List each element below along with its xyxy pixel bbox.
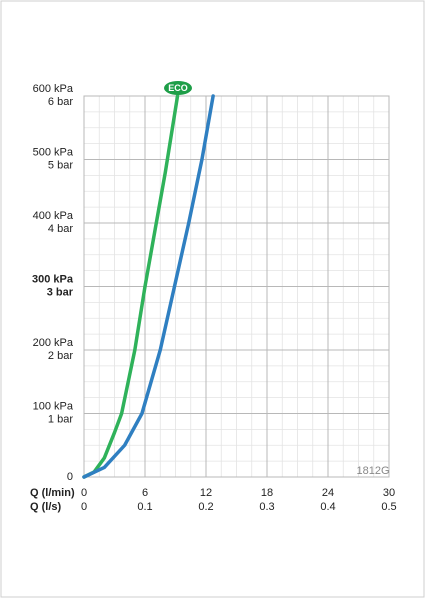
x2-tick-label: 0.4 [320,501,335,513]
curves [82,94,215,479]
y-tick-bar-label: 1 bar [48,413,73,425]
y-tick-label: 0 [67,471,73,483]
curve [82,94,215,479]
eco-badge [164,81,192,95]
code-label: 1812G [356,465,389,477]
x2-axis-label: Q (l/s) [30,501,62,513]
grid [83,95,390,478]
x2-tick-label: 0.1 [137,501,152,513]
y-tick-bar-label: 3 bar [47,286,74,298]
y-tick-bar-label: 2 bar [48,350,73,362]
x-tick-label: 24 [322,487,334,499]
x2-tick-label: 0.5 [381,501,396,513]
y-tick-bar-label: 4 bar [48,223,73,235]
eco-label: ECO [168,83,188,93]
y-tick-label: 100 kPa [33,400,74,412]
curve [82,94,180,479]
y-tick-label: 600 kPa [33,83,74,95]
plot-frame [83,95,390,478]
x-tick-label: 12 [200,487,212,499]
x2-tick-label: 0.3 [259,501,274,513]
x-tick-label: 30 [383,487,395,499]
x-axis-label: Q (l/min) [30,487,75,499]
y-tick-label: 500 kPa [33,146,74,158]
x-tick-label: 18 [261,487,273,499]
x-tick-label: 0 [81,487,87,499]
x-tick-label: 6 [142,487,148,499]
y-tick-label: 300 kPa [32,273,74,285]
labels: Q (l/min) Q (l/s) ECO 1812G 0 6 12 18 24 300 0… [30,81,397,513]
y-tick-label: 200 kPa [33,337,74,349]
y-tick-bar-label: 5 bar [48,159,73,171]
x2-tick-label: 0 [81,501,87,513]
y-tick-bar-label: 6 bar [48,96,73,108]
y-tick-label: 400 kPa [33,210,74,222]
x2-tick-label: 0.2 [198,501,213,513]
